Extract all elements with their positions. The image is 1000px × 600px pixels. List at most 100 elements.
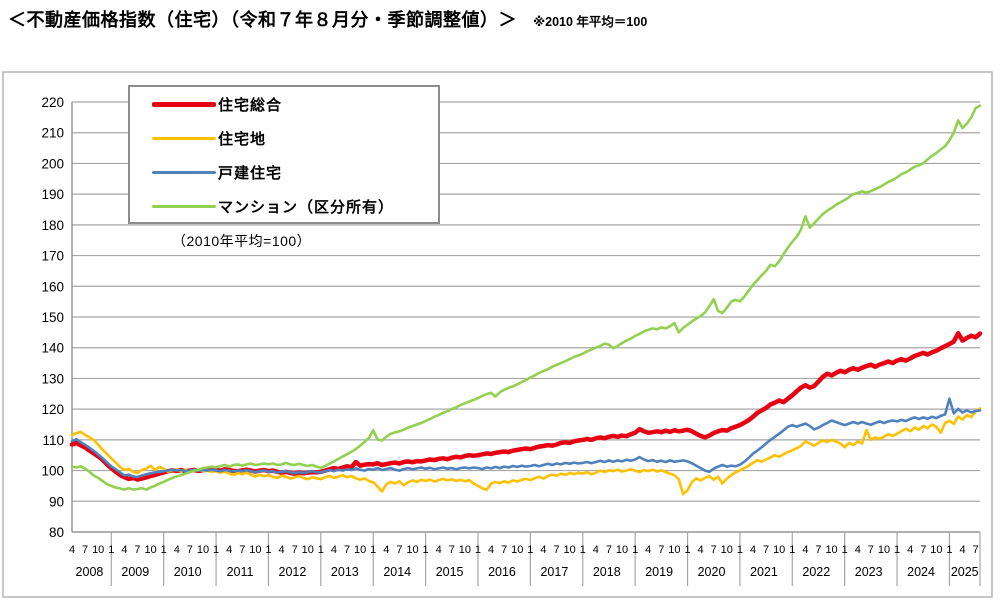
month-tick-label: 1: [580, 544, 586, 556]
month-tick-label: 4: [750, 544, 756, 556]
month-tick-label: 1: [213, 544, 219, 556]
month-tick-label: 10: [773, 544, 785, 556]
legend-item-residential-land: 住宅地: [130, 121, 438, 155]
month-tick-label: 7: [763, 544, 769, 556]
legend-box: 住宅総合 住宅地 戸建住宅 マンション（区分所有）: [128, 85, 440, 224]
y-axis-tick-label: 110: [42, 433, 64, 448]
series-line-housing-total: [69, 331, 983, 482]
year-tick-label: 2019: [645, 565, 673, 579]
month-tick-label: 7: [920, 544, 926, 556]
page-title: ＜不動産価格指数（住宅）（令和７年８月分・季節調整値）＞: [8, 10, 517, 30]
legend-label: 住宅総合: [218, 96, 283, 114]
y-axis-tick-label: 210: [41, 126, 64, 141]
legend-item-condominium: マンション（区分所有）: [130, 189, 438, 223]
series-line-residential-land: [70, 407, 982, 496]
month-tick-label: 7: [711, 544, 717, 556]
month-tick-label: 4: [698, 544, 704, 556]
month-tick-label: 4: [436, 544, 442, 556]
y-axis-tick-label: 170: [41, 249, 64, 264]
year-tick-label: 2021: [750, 565, 778, 579]
legend-label: 戸建住宅: [218, 164, 283, 182]
housing-total-line-swatch: [152, 101, 216, 107]
month-tick-label: 10: [354, 544, 366, 556]
base-year-note: ※2010 年平均＝100: [533, 15, 648, 29]
legend-item-detached-house: 戸建住宅: [130, 155, 438, 189]
month-tick-label: 7: [396, 544, 402, 556]
month-tick-label: 10: [92, 544, 104, 556]
base-year-inner-note: （2010年平均=100）: [172, 233, 312, 249]
series-line-condominium: [70, 104, 982, 491]
y-axis-tick-label: 150: [41, 310, 64, 325]
month-tick-label: 4: [383, 544, 389, 556]
month-tick-label: 10: [668, 544, 680, 556]
month-tick-label: 1: [894, 544, 900, 556]
year-tick-label: 2018: [593, 565, 621, 579]
condominium-line-swatch: [152, 204, 216, 208]
year-tick-label: 2022: [802, 565, 830, 579]
month-tick-label: 1: [737, 544, 743, 556]
year-tick-label: 2015: [436, 565, 464, 579]
month-tick-label: 7: [187, 544, 193, 556]
year-tick-label: 2010: [174, 565, 202, 579]
month-tick-label: 1: [370, 544, 376, 556]
residential-land-line-swatch: [152, 136, 216, 140]
y-axis-tick-label: 140: [41, 341, 64, 356]
month-tick-label: 10: [459, 544, 471, 556]
year-tick-label: 2016: [488, 565, 516, 579]
chart-frame-border: [2, 71, 993, 598]
year-tick-label: 2025: [951, 565, 979, 579]
month-tick-label: 7: [658, 544, 664, 556]
month-tick-label: 10: [878, 544, 890, 556]
month-tick-label: 10: [197, 544, 209, 556]
year-tick-label: 2023: [855, 565, 883, 579]
y-axis-tick-label: 160: [41, 279, 64, 294]
month-tick-label: 1: [632, 544, 638, 556]
legend-label: マンション（区分所有）: [218, 198, 395, 216]
month-tick-label: 4: [174, 544, 180, 556]
month-tick-label: 10: [406, 544, 418, 556]
year-tick-label: 2020: [698, 565, 726, 579]
year-tick-label: 2013: [331, 565, 359, 579]
month-tick-label: 1: [684, 544, 690, 556]
month-tick-label: 10: [930, 544, 942, 556]
y-axis-tick-label: 190: [41, 187, 64, 202]
y-axis-tick-label: 100: [41, 464, 64, 479]
month-tick-label: 7: [553, 544, 559, 556]
year-tick-label: 2011: [227, 565, 254, 579]
month-tick-label: 10: [564, 544, 576, 556]
month-tick-label: 10: [144, 544, 156, 556]
month-tick-label: 7: [449, 544, 455, 556]
month-tick-label: 1: [265, 544, 271, 556]
month-tick-label: 4: [645, 544, 651, 556]
month-tick-label: 10: [721, 544, 733, 556]
month-tick-label: 7: [82, 544, 88, 556]
y-axis-tick-label: 130: [41, 371, 64, 386]
month-tick-label: 10: [511, 544, 523, 556]
month-tick-label: 4: [278, 544, 284, 556]
month-tick-label: 4: [488, 544, 494, 556]
chart-header: ＜不動産価格指数（住宅）（令和７年８月分・季節調整値）＞ ※2010 年平均＝10…: [8, 6, 647, 32]
month-tick-label: 7: [292, 544, 298, 556]
month-tick-label: 1: [108, 544, 114, 556]
month-tick-label: 7: [501, 544, 507, 556]
month-tick-label: 1: [527, 544, 533, 556]
detached-house-line-swatch: [152, 170, 216, 174]
month-tick-label: 1: [475, 544, 481, 556]
year-tick-label: 2012: [279, 565, 307, 579]
month-tick-label: 7: [606, 544, 612, 556]
month-tick-label: 10: [249, 544, 261, 556]
month-tick-label: 4: [907, 544, 913, 556]
month-tick-label: 4: [69, 544, 75, 556]
month-tick-label: 4: [226, 544, 232, 556]
month-tick-label: 10: [302, 544, 314, 556]
month-tick-label: 4: [540, 544, 546, 556]
month-tick-label: 1: [789, 544, 795, 556]
month-tick-label: 1: [842, 544, 848, 556]
month-tick-label: 4: [855, 544, 861, 556]
y-axis-tick-label: 90: [49, 494, 64, 509]
month-tick-label: 1: [423, 544, 429, 556]
month-tick-label: 7: [815, 544, 821, 556]
year-tick-label: 2008: [76, 565, 104, 579]
y-axis-tick-label: 80: [49, 525, 64, 540]
